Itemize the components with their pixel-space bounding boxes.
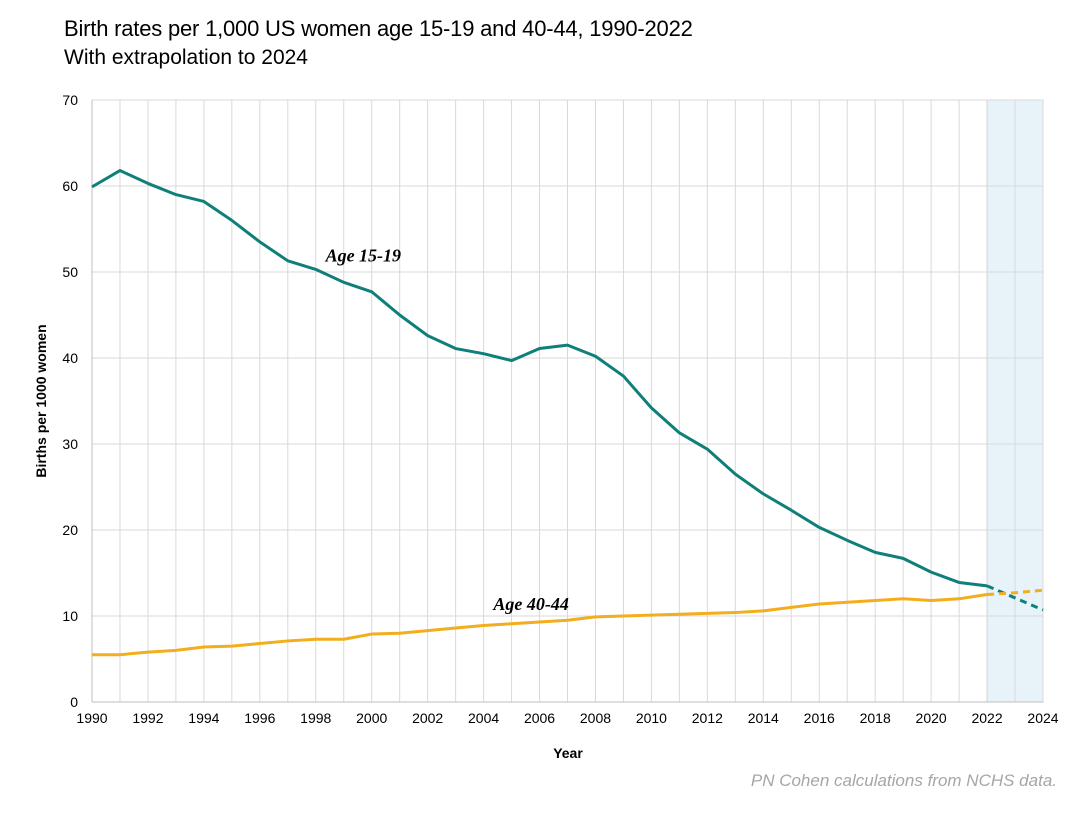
y-tick-label: 60: [62, 178, 78, 194]
y-tick-label: 20: [62, 522, 78, 538]
x-tick-label: 2014: [748, 710, 779, 726]
x-tick-label: 2004: [468, 710, 499, 726]
y-tick-label: 0: [70, 694, 78, 710]
x-tick-label: 2024: [1027, 710, 1058, 726]
x-tick-label: 2020: [916, 710, 947, 726]
x-tick-label: 1994: [188, 710, 219, 726]
chart-title: Birth rates per 1,000 US women age 15-19…: [64, 16, 693, 41]
x-tick-label: 1996: [244, 710, 275, 726]
x-tick-label: 2022: [971, 710, 1002, 726]
series-extrapolation-2: [986, 588, 1044, 596]
x-tick-label: 2012: [692, 710, 723, 726]
y-tick-label: 50: [62, 264, 78, 280]
x-tick-label: 2002: [412, 710, 443, 726]
chart-subtitle: With extrapolation to 2024: [64, 46, 308, 69]
y-tick-label: 30: [62, 436, 78, 452]
series-extrapolation-1: [986, 584, 1044, 612]
x-tick-label: 1992: [132, 710, 163, 726]
source-note: PN Cohen calculations from NCHS data.: [750, 771, 1057, 790]
x-tick-label: 2010: [636, 710, 667, 726]
x-tick-label: 1990: [76, 710, 107, 726]
x-axis-title: Year: [553, 745, 583, 761]
series-line-2: [92, 593, 988, 657]
series-line-1: [91, 169, 988, 588]
series-label-1: Age 15-19: [325, 246, 402, 266]
x-tick-label: 2018: [860, 710, 891, 726]
x-tick-label: 1998: [300, 710, 331, 726]
y-tick-label: 70: [62, 92, 78, 108]
y-tick-label: 40: [62, 350, 78, 366]
y-axis-title: Births per 1000 women: [33, 324, 49, 477]
y-tick-label: 10: [62, 608, 78, 624]
x-tick-label: 2016: [804, 710, 835, 726]
series-label-2: Age 40-44: [492, 594, 569, 614]
x-tick-label: 2008: [580, 710, 611, 726]
x-tick-label: 2006: [524, 710, 555, 726]
x-tick-label: 2000: [356, 710, 387, 726]
